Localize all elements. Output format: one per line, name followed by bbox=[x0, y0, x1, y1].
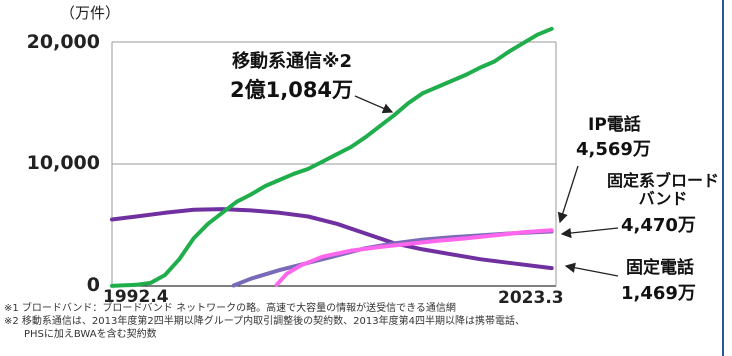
series-value-mobile: 2億1,084万 bbox=[230, 78, 354, 102]
series-label-fixed-broadband: 固定系ブロードバンド bbox=[606, 171, 719, 209]
leader-ip-phone bbox=[557, 165, 579, 224]
x-tick-label-start: 1992.4 bbox=[103, 287, 169, 307]
series-line-ip-phone bbox=[274, 228, 554, 287]
series-value-fixed-phone: 1,469万 bbox=[621, 283, 696, 304]
leader-fixed-phone bbox=[564, 262, 619, 277]
y-tick-label-0: 0 bbox=[86, 274, 100, 296]
series-label-fixed-phone: 固定電話 bbox=[626, 258, 694, 278]
series-label-mobile: 移動系通信※2 bbox=[232, 51, 353, 72]
series-value-fixed-broadband: 4,470万 bbox=[621, 215, 696, 236]
series-line-fixed-phone bbox=[110, 207, 554, 271]
frame-right-edge bbox=[722, 0, 724, 356]
x-tick-label-end: 2023.3 bbox=[498, 288, 564, 308]
y-tick-label-20000: 20,000 bbox=[26, 31, 100, 53]
series-line-mobile bbox=[110, 26, 554, 288]
footnote-1: ※1 ブロードバンド：ブロードバンド ネットワークの略。高速で大容量の情報が送受… bbox=[4, 303, 456, 314]
series-label-ip-phone: IP電話 bbox=[588, 115, 641, 135]
series-value-ip-phone: 4,569万 bbox=[576, 139, 651, 160]
leader-mobile bbox=[354, 95, 394, 114]
y-axis-unit-label: （万件） bbox=[60, 4, 121, 22]
y-tick-label-10000: 10,000 bbox=[26, 152, 100, 174]
footnotes: ※1 ブロードバンド：ブロードバンド ネットワークの略。高速で大容量の情報が送受… bbox=[4, 302, 704, 341]
footnote-2-continued: PHSに加えBWAを含む契約数 bbox=[4, 329, 157, 340]
footnote-2: ※2 移動系通信は、2013年度第2四半期以降グループ内取引調整後の契約数、20… bbox=[4, 316, 525, 327]
leader-fixed-broadband bbox=[560, 227, 619, 239]
